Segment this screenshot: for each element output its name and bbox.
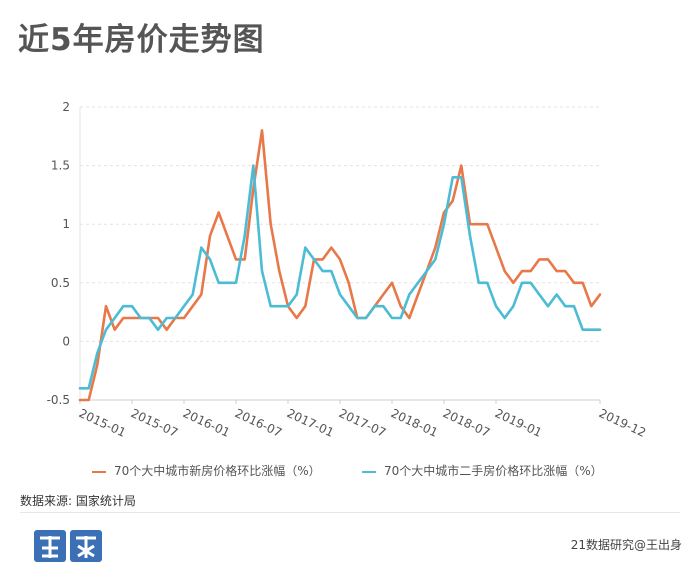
line-chart: 2 1.5 1 0.5 0 -0.5 2015-01 2015-07 2016-01 2016-0…	[47, 100, 649, 440]
legend-label-resale-homes: 70个大中城市二手房价格环比涨幅（%）	[384, 464, 603, 478]
brand-logo	[34, 530, 102, 562]
y-tick-label: 1	[62, 217, 70, 231]
legend-label-new-homes: 70个大中城市新房价格环比涨幅（%）	[114, 464, 321, 478]
x-tick-label: 2016-01	[181, 406, 232, 440]
legend-item-new-homes: 70个大中城市新房价格环比涨幅（%）	[92, 462, 321, 479]
legend-swatch-resale-homes	[362, 470, 376, 473]
footer-divider	[20, 512, 680, 513]
y-tick-label: 2	[62, 100, 70, 114]
x-tick-label: 2019-12	[597, 406, 648, 440]
y-tick-label: 0	[62, 334, 70, 348]
x-tick-label: 2015-01	[77, 406, 128, 440]
x-tick-label: 2017-07	[337, 406, 388, 440]
x-tick-label: 2016-07	[233, 406, 284, 440]
x-tick-label: 2019-01	[493, 406, 544, 440]
y-tick-label: 0.5	[51, 276, 70, 290]
data-source: 数据来源: 国家统计局	[20, 494, 136, 508]
legend-swatch-new-homes	[92, 470, 106, 473]
series-line-resale-homes	[78, 164, 602, 390]
series-line-new-homes	[78, 129, 602, 402]
chart-title: 近5年房价走势图	[18, 22, 265, 58]
x-tick-label: 2018-01	[389, 406, 440, 440]
watermark-credit: 21数据研究@王出身	[570, 538, 682, 552]
x-tick-label: 2015-07	[129, 406, 180, 440]
y-tick-label: -0.5	[47, 393, 70, 407]
legend-item-resale-homes: 70个大中城市二手房价格环比涨幅（%）	[362, 462, 603, 479]
x-tick-label: 2017-01	[285, 406, 336, 440]
y-tick-label: 1.5	[51, 159, 70, 173]
x-tick-label: 2018-07	[441, 406, 492, 440]
